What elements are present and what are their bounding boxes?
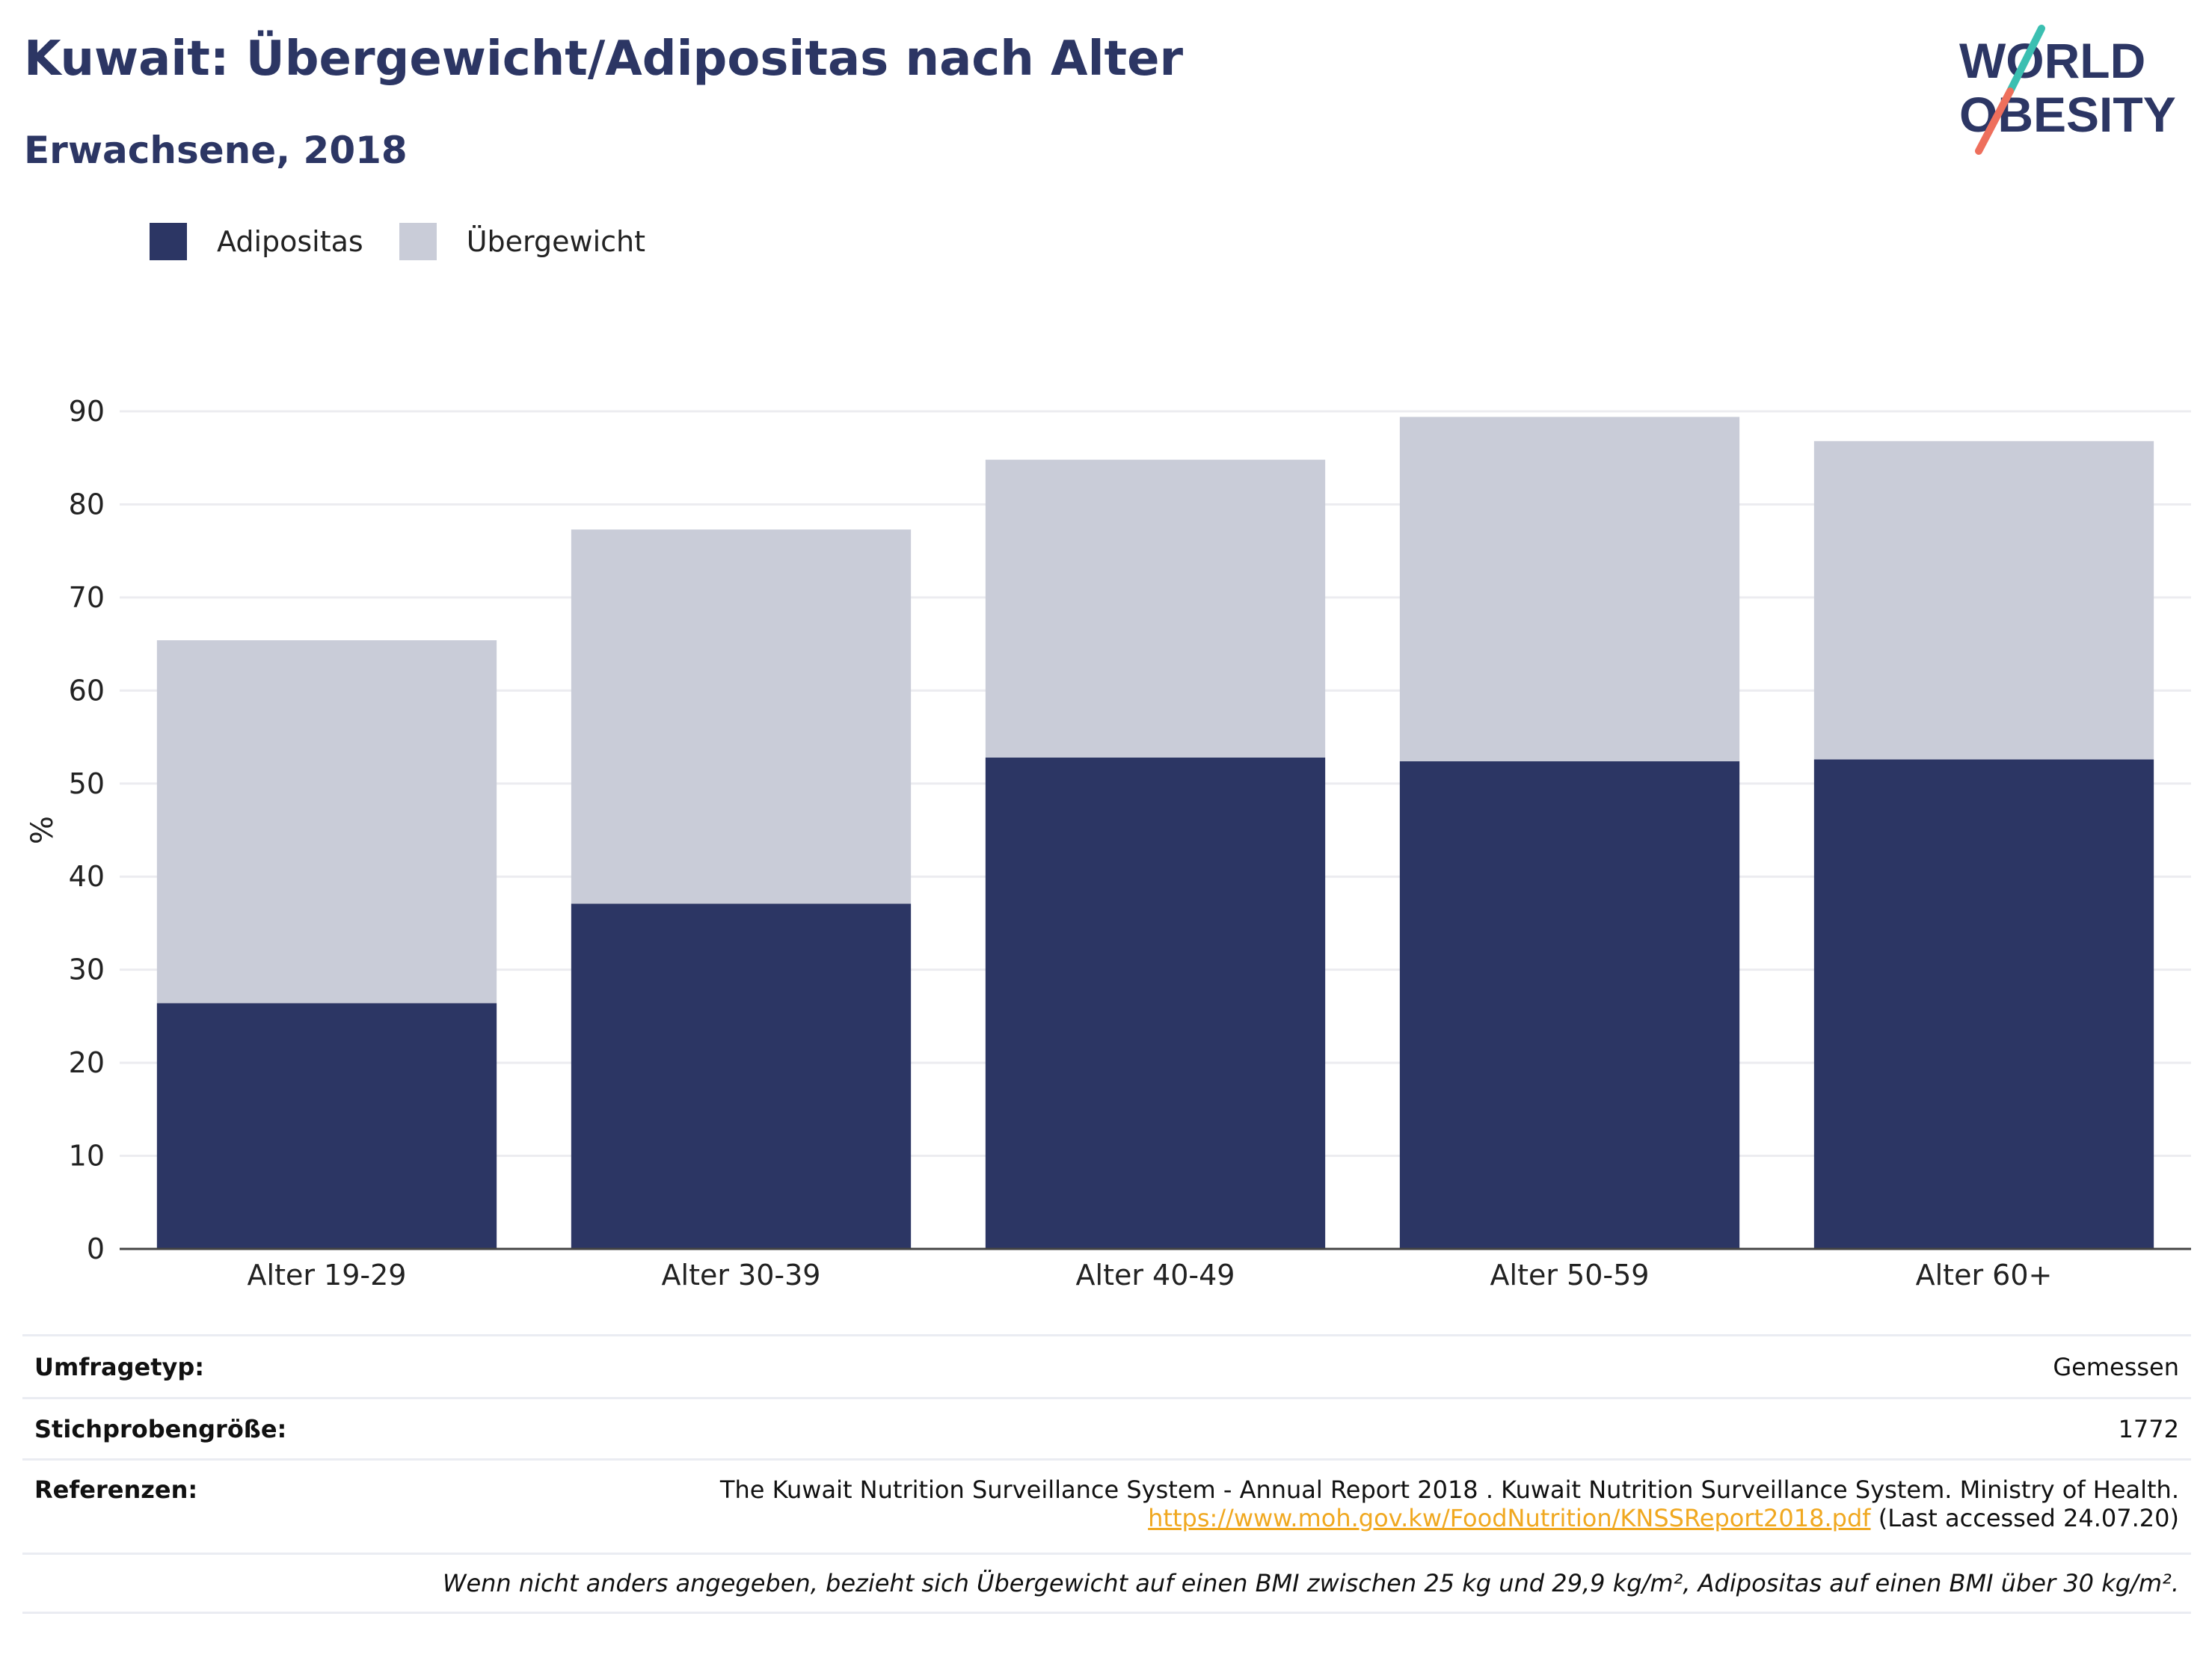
references-label: Referenzen:	[34, 1476, 198, 1504]
references-link[interactable]: https://www.moh.gov.kw/FoodNutrition/KNS…	[1148, 1504, 1871, 1532]
y-tick-label: 70	[69, 581, 105, 614]
bar--bergewicht	[1399, 417, 1740, 761]
legend-swatch-adipositas	[150, 223, 187, 260]
bar-adipositas	[156, 1003, 497, 1249]
legend-swatch-uebergewicht	[399, 223, 437, 260]
page-subtitle: Erwachsene, 2018	[24, 129, 408, 172]
legend-item-uebergewicht: Übergewicht	[399, 223, 645, 260]
x-tick-label: Alter 50-59	[1490, 1259, 1650, 1292]
y-tick-label: 30	[69, 954, 105, 986]
info-row-survey-type: Umfragetyp: Gemessen	[22, 1334, 2191, 1397]
references-accessed: (Last accessed 24.07.20)	[1870, 1504, 2179, 1532]
y-tick-label: 10	[69, 1140, 105, 1173]
sample-size-value: 1772	[2118, 1414, 2179, 1443]
sample-size-label: Stichprobengröße:	[34, 1414, 287, 1443]
legend-item-adipositas: Adipositas	[150, 223, 363, 260]
bar--bergewicht	[985, 459, 1326, 758]
info-table: Umfragetyp: Gemessen Stichprobengröße: 1…	[22, 1334, 2191, 1614]
legend-label-uebergewicht: Übergewicht	[466, 225, 645, 258]
info-row-references: Referenzen: The Kuwait Nutrition Surveil…	[22, 1458, 2191, 1553]
info-row-footnote: Wenn nicht anders angegeben, bezieht sic…	[22, 1553, 2191, 1614]
info-row-sample-size: Stichprobengröße: 1772	[22, 1397, 2191, 1458]
references-value: The Kuwait Nutrition Surveillance System…	[720, 1476, 2179, 1532]
y-tick-label: 60	[69, 674, 105, 707]
y-tick-label: 90	[69, 395, 105, 428]
y-tick-label: 20	[69, 1046, 105, 1079]
bar--bergewicht	[156, 640, 497, 1004]
x-tick-label: Alter 19-29	[248, 1259, 407, 1292]
bar-adipositas	[985, 757, 1326, 1249]
bar-adipositas	[571, 903, 912, 1249]
x-tick-label: Alter 40-49	[1076, 1259, 1235, 1292]
bar--bergewicht	[571, 529, 912, 904]
x-tick-label: Alter 60+	[1916, 1259, 2053, 1292]
references-text: The Kuwait Nutrition Surveillance System…	[719, 1476, 2179, 1504]
chart-legend: Adipositas Übergewicht	[150, 221, 681, 262]
world-obesity-logo: WORLD OBESITY	[1959, 25, 2176, 155]
footnote-text: Wenn nicht anders angegeben, bezieht sic…	[442, 1569, 2179, 1597]
svg-text:WORLD: WORLD	[1959, 33, 2145, 88]
bar--bergewicht	[1813, 440, 2154, 760]
y-tick-label: 80	[69, 488, 105, 521]
bar-adipositas	[1813, 759, 2154, 1249]
y-tick-label: 40	[69, 860, 105, 893]
y-tick-label: 50	[69, 767, 105, 800]
bar-adipositas	[1399, 761, 1740, 1249]
y-tick-label: 0	[87, 1232, 105, 1265]
stacked-bar-chart: 0 10 20 30 40 50 60 70 80 90 Alter 19-29 Alter 30-3…	[25, 395, 2191, 1292]
legend-label-adipositas: Adipositas	[217, 225, 363, 258]
x-tick-label: Alter 30-39	[662, 1259, 821, 1292]
survey-type-label: Umfragetyp:	[34, 1352, 205, 1381]
survey-type-value: Gemessen	[2053, 1352, 2179, 1381]
y-axis-label: %	[25, 816, 60, 844]
page-title: Kuwait: Übergewicht/Adipositas nach Alte…	[24, 31, 1184, 87]
